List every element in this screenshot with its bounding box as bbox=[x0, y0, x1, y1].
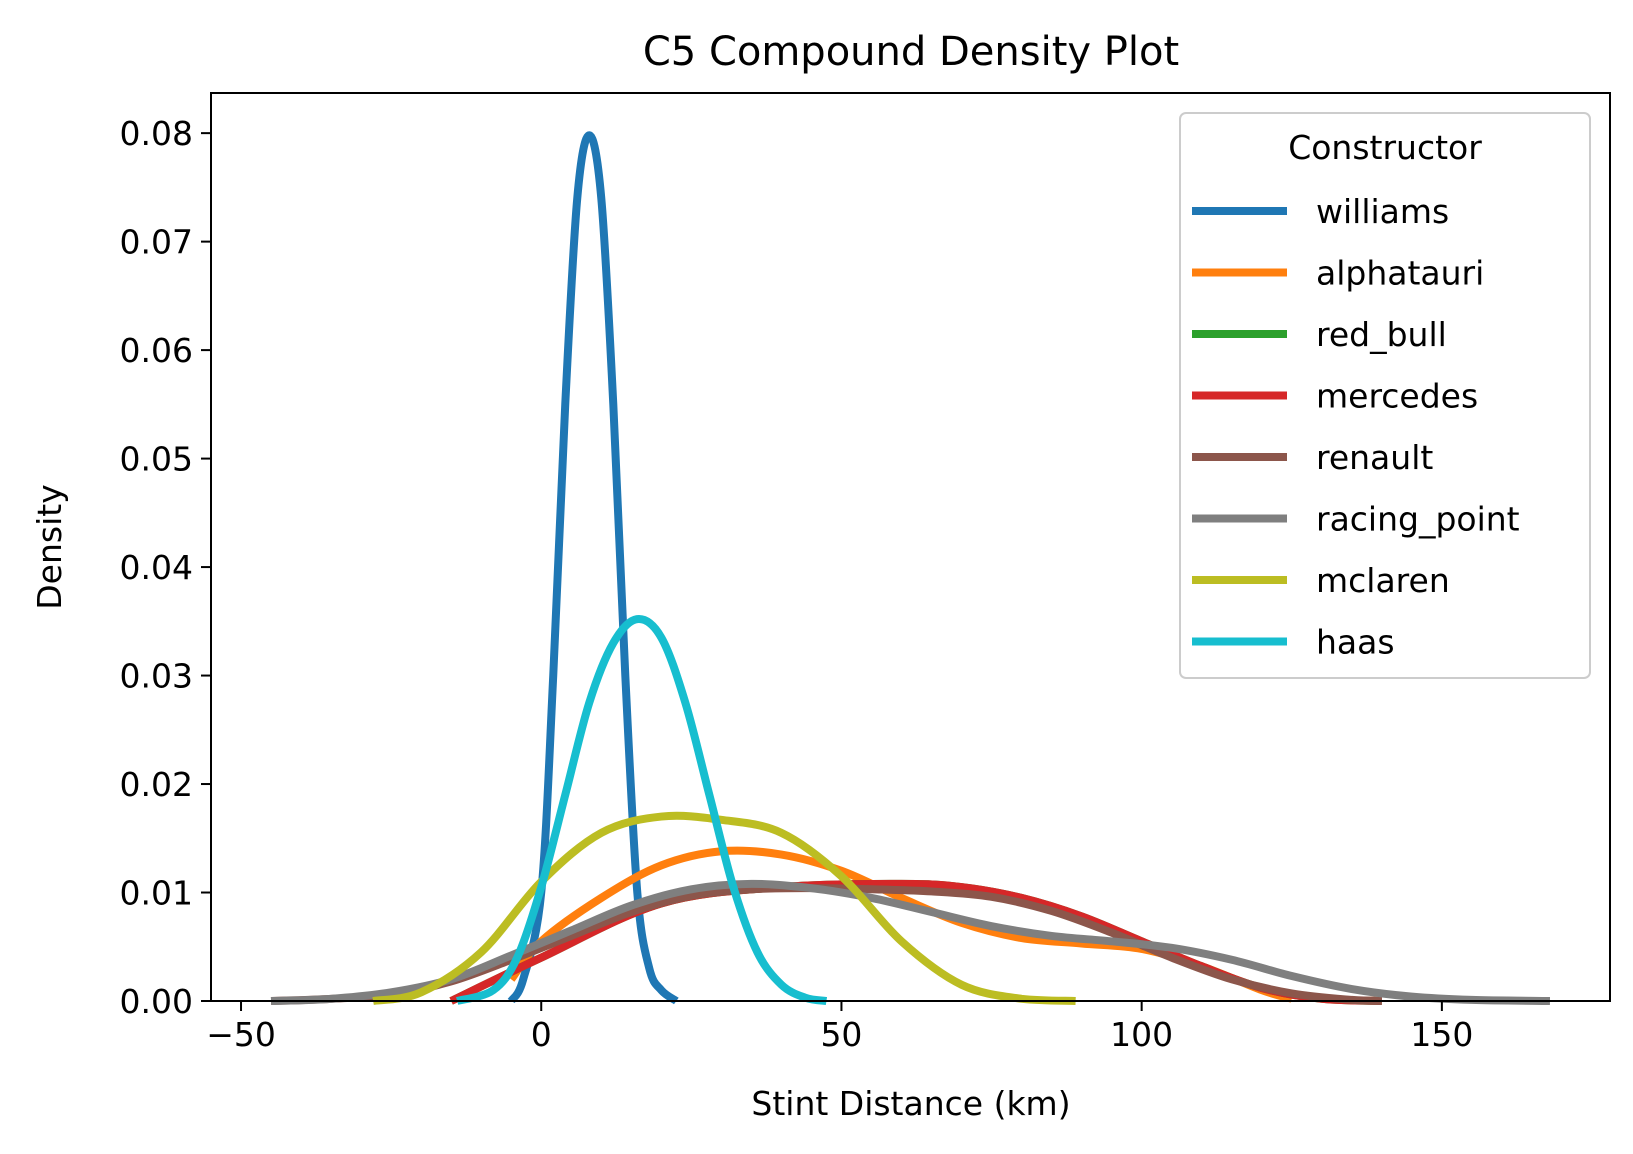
y-tick-label: 0.08 bbox=[120, 114, 193, 153]
x-axis-label: Stint Distance (km) bbox=[751, 1084, 1070, 1123]
x-tick-label: 150 bbox=[1410, 1015, 1473, 1054]
legend-label-red-bull: red_bull bbox=[1316, 315, 1447, 354]
legend-label-racing-point: racing_point bbox=[1316, 500, 1520, 539]
legend-label-haas: haas bbox=[1316, 623, 1395, 662]
legend-label-renault: renault bbox=[1316, 438, 1433, 477]
chart-title: C5 Compound Density Plot bbox=[643, 29, 1179, 75]
y-tick-label: 0.01 bbox=[120, 874, 193, 913]
legend-label-williams: williams bbox=[1316, 192, 1449, 231]
y-axis: 0.00 0.01 0.02 0.03 0.04 0.05 0.06 0.07 0.08 bbox=[120, 114, 211, 1021]
legend-label-alphatauri: alphatauri bbox=[1316, 254, 1484, 293]
x-tick-label: 50 bbox=[820, 1015, 862, 1054]
legend-label-mclaren: mclaren bbox=[1316, 561, 1450, 600]
y-tick-label: 0.04 bbox=[120, 548, 193, 587]
legend-title: Constructor bbox=[1288, 128, 1482, 167]
legend-label-mercedes: mercedes bbox=[1316, 377, 1478, 416]
legend: Constructor williams alphatauri red_bullme… bbox=[1179, 112, 1591, 679]
legend-box bbox=[1179, 112, 1591, 679]
y-tick-label: 0.02 bbox=[120, 765, 193, 804]
series-line-mclaren bbox=[372, 811, 1076, 1005]
y-tick-label: 0.00 bbox=[120, 982, 193, 1021]
x-tick-label: 100 bbox=[1110, 1015, 1173, 1054]
x-axis: −50 0 50 100 150 bbox=[206, 1001, 1473, 1054]
y-axis-label: Density bbox=[30, 484, 69, 609]
series-line-racing-point bbox=[270, 879, 1551, 1005]
x-tick-label: −50 bbox=[206, 1015, 276, 1054]
plot-lines bbox=[270, 131, 1551, 1005]
x-tick-label: 0 bbox=[531, 1015, 552, 1054]
series-line-williams bbox=[507, 131, 679, 1005]
y-tick-label: 0.07 bbox=[120, 223, 193, 262]
y-tick-label: 0.05 bbox=[120, 440, 193, 479]
y-tick-label: 0.06 bbox=[120, 331, 193, 370]
plot-frame bbox=[210, 92, 1611, 1002]
series-line-haas bbox=[456, 615, 828, 1005]
y-tick-label: 0.03 bbox=[120, 657, 193, 696]
